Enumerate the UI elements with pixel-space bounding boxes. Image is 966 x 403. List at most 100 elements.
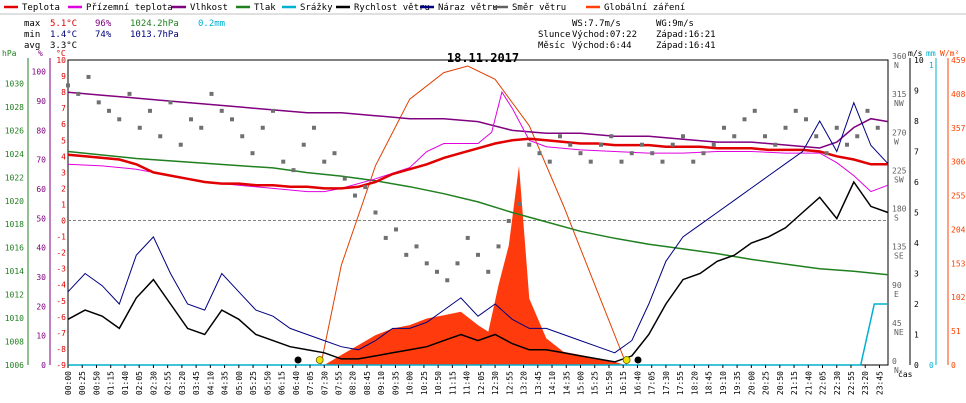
series-smer-point	[578, 151, 583, 156]
x-tick-label: 11:15	[448, 371, 457, 395]
x-tick-label: 15:50	[605, 371, 614, 395]
tick-hpa-1022: 1022	[5, 173, 24, 182]
legend-label-tlak: Tlak	[254, 3, 276, 13]
x-tick-label: 02:30	[149, 371, 158, 395]
series-smer-point	[865, 108, 870, 113]
x-axis: 00:00 00:25 00:50 01:15 01:40 02:05 02:30 02:55…	[64, 365, 913, 395]
x-tick-label: 14:35	[562, 371, 571, 395]
x-tick-label: 18:45	[705, 371, 714, 395]
series-smer-point	[650, 151, 655, 156]
info-sun-set: Západ:16:21	[656, 30, 716, 40]
x-tick-label: 17:55	[676, 371, 685, 395]
info-moon-set: Západ:16:41	[656, 41, 716, 51]
x-tick-label: 12:05	[477, 371, 486, 395]
series-smer-point	[322, 159, 327, 164]
tick-degc-4: 4	[61, 152, 66, 161]
series-smer-point	[404, 252, 409, 257]
tick-ms-2: 2	[914, 300, 919, 309]
tick-dir-label-180: S	[894, 214, 899, 223]
series-smer-point	[640, 142, 644, 147]
series-zareni-area	[324, 165, 625, 365]
tick-dir-45: 45	[892, 319, 902, 328]
tick-dir-label-360: N	[894, 61, 899, 70]
tick-ms-8: 8	[914, 117, 919, 126]
x-tick-label: 22:55	[847, 371, 856, 395]
series-smer-point	[824, 151, 829, 156]
x-tick-label: 05:25	[249, 371, 258, 395]
series-smer-point	[547, 159, 552, 164]
tick-hpa-1020: 1020	[5, 197, 24, 206]
stat-min-press: 1013.7hPa	[130, 30, 179, 40]
series-smer-point	[260, 125, 265, 130]
x-tick-label: 05:00	[235, 371, 244, 395]
series-smer-point	[86, 74, 91, 79]
series-smer-point	[250, 151, 255, 156]
series-zareni-clear	[320, 65, 628, 366]
series-smer-point	[711, 142, 716, 147]
tick-degc--2: -2	[56, 249, 66, 258]
series-smer-point	[291, 168, 296, 173]
series-vlhkost	[67, 91, 889, 149]
axis-ms-unit: m/s	[908, 49, 923, 58]
x-tick-label: 00:50	[92, 371, 101, 395]
series-smer-point	[199, 125, 204, 130]
axis-mm-unit: mm	[926, 49, 936, 58]
tick-ms-1: 1	[914, 331, 919, 340]
tick-pct-40: 40	[36, 244, 46, 253]
legend-label-vlhkost: Vlhkost	[190, 3, 228, 13]
tick-dir-225: 225	[892, 166, 907, 175]
x-tick-label: 17:05	[648, 371, 657, 395]
tick-degc-10: 10	[56, 56, 66, 65]
legend-label-teplota: Teplota	[22, 3, 60, 13]
series-smer-point	[517, 202, 521, 207]
series-prizemni	[67, 90, 889, 193]
tick-hpa-1030: 1030	[5, 79, 24, 88]
tick-degc--3: -3	[56, 265, 66, 274]
series-smer-point	[301, 142, 306, 147]
series-smer-point	[793, 108, 798, 113]
tick-pct-60: 60	[36, 185, 46, 194]
tick-pct-20: 20	[36, 302, 46, 311]
tick-pct-100: 100	[32, 68, 47, 77]
tick-hpa-1016: 1016	[5, 244, 24, 253]
info-sun-rise: Východ:07:22	[572, 30, 637, 40]
tick-ms-4: 4	[914, 239, 919, 248]
x-tick-label: 22:05	[819, 371, 828, 395]
tick-mm-1: 1	[929, 61, 934, 70]
tick-wm2-357: 357	[951, 124, 966, 133]
tick-degc--1: -1	[56, 233, 66, 242]
x-tick-label: 10:00	[406, 371, 415, 395]
x-tick-label: 21:40	[804, 371, 813, 395]
series-naraz	[67, 101, 889, 354]
series-smer-point	[424, 261, 429, 266]
series-smer-point	[681, 134, 685, 139]
tick-dir-180: 180	[892, 205, 907, 214]
x-tick-label: 06:40	[292, 371, 301, 395]
x-tick-label: 06:15	[278, 371, 287, 395]
tick-hpa-1012: 1012	[5, 291, 24, 300]
series-srazky	[68, 303, 888, 366]
tick-mm-0: 0	[929, 361, 934, 370]
axis-degc-unit: °C	[56, 49, 66, 58]
chart-title: 18.11.2017	[447, 51, 519, 65]
stat-min-temp: 1.4°C	[50, 30, 77, 40]
tick-pct-50: 50	[36, 214, 46, 223]
tick-pct-0: 0	[41, 361, 46, 370]
tick-pct-30: 30	[36, 273, 46, 282]
x-tick-label: 07:05	[306, 371, 315, 395]
legend-label-zareni: Globální záření	[604, 3, 685, 13]
series-smer-point	[271, 108, 275, 113]
series-smer-point	[373, 210, 378, 215]
series-smer-point	[660, 159, 665, 164]
x-tick-label: 09:10	[377, 371, 386, 395]
info-wg: WG:9m/s	[656, 19, 694, 29]
axis-wm2-unit: W/m²	[940, 49, 959, 58]
x-tick-label: 20:25	[762, 371, 771, 395]
series-smer-point	[240, 134, 245, 139]
series-smer-point	[168, 100, 173, 105]
x-tick-label: 10:50	[434, 371, 443, 395]
tick-degc--7: -7	[56, 329, 66, 338]
x-tick-label: 19:10	[719, 371, 728, 395]
tick-degc--8: -8	[56, 345, 66, 354]
